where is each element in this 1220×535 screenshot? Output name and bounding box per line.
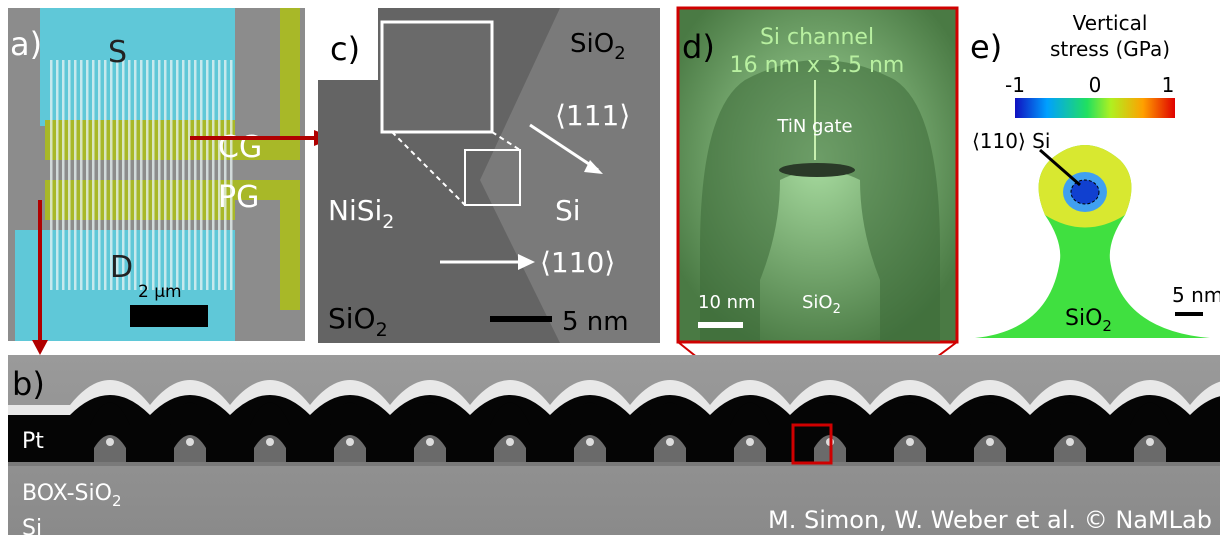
wire — [200, 60, 203, 290]
subscript: 2 — [112, 492, 122, 510]
colorbar-title: stress (GPa) — [1050, 37, 1170, 61]
orientation-label: ⟨110⟩ Si — [972, 129, 1050, 153]
subscript: 2 — [833, 302, 841, 317]
panel-label: b) — [12, 365, 45, 403]
si-label: Si — [555, 194, 581, 227]
wire — [164, 60, 167, 290]
box-edge — [8, 462, 1220, 466]
wire — [170, 60, 173, 290]
text: SiO — [328, 302, 376, 335]
direction-label: ⟨110⟩ — [540, 246, 615, 279]
wire — [92, 60, 95, 290]
wire — [50, 60, 53, 290]
wire — [62, 60, 65, 290]
wire — [146, 60, 149, 290]
panel-e: e) Vertical stress (GPa) -1 0 1 ⟨110⟩ Si… — [970, 11, 1220, 338]
source-label: S — [108, 35, 127, 70]
gate-label: TiN gate — [776, 116, 852, 137]
si-label: Si — [22, 516, 42, 535]
wire — [230, 60, 233, 290]
scale-label: 5 nm — [1172, 283, 1220, 307]
cg-label: CG — [218, 130, 262, 165]
panel-a: a) S CG PG D 2 µm — [8, 8, 334, 355]
panel-label: c) — [330, 30, 360, 68]
credit: M. Simon, W. Weber et al. © NaMLab — [768, 506, 1212, 534]
channel — [346, 438, 354, 446]
wire — [56, 60, 59, 290]
channel — [186, 438, 194, 446]
wire — [80, 60, 83, 290]
colorbar-tick: -1 — [1005, 73, 1025, 97]
colorbar — [1015, 98, 1175, 118]
figure: a) S CG PG D 2 µm c) SiO2 ⟨111⟩ NiSi2 Si… — [0, 0, 1220, 535]
scale-label: 5 nm — [562, 307, 629, 337]
wire — [212, 60, 215, 290]
wire — [194, 60, 197, 290]
colorbar-title: Vertical — [1073, 11, 1148, 35]
wire — [74, 60, 77, 290]
subscript: 2 — [614, 43, 625, 64]
wire — [176, 60, 179, 290]
text: SiO — [570, 29, 614, 59]
channel — [266, 438, 274, 446]
colorbar-tick: 1 — [1162, 73, 1175, 97]
panel-label: d) — [682, 28, 715, 66]
channel — [666, 438, 674, 446]
panel-label: a) — [10, 25, 42, 63]
channel — [746, 438, 754, 446]
scale-bar — [698, 322, 743, 328]
text: SiO — [1065, 306, 1102, 331]
wire — [134, 60, 137, 290]
panel-b: b) Pt BOX-SiO2 Si M. Simon, W. Weber et … — [8, 355, 1220, 535]
channel — [426, 438, 434, 446]
scale-bar — [490, 316, 552, 322]
colorbar-tick: 0 — [1089, 73, 1102, 97]
wire — [218, 60, 221, 290]
wire — [86, 60, 89, 290]
drain-label: D — [110, 250, 133, 285]
wire — [206, 60, 209, 290]
channel — [586, 438, 594, 446]
text: SiO — [802, 292, 833, 313]
subscript: 2 — [382, 211, 394, 233]
scale-bar — [130, 305, 208, 327]
panel-c: c) SiO2 ⟨111⟩ NiSi2 Si ⟨110⟩ SiO2 5 nm — [318, 8, 660, 343]
wire — [98, 60, 101, 290]
channel-label: Si channel — [760, 25, 874, 50]
wire — [182, 60, 185, 290]
inset — [382, 22, 492, 132]
text: BOX-SiO — [22, 481, 112, 506]
scale-label: 10 nm — [698, 292, 756, 313]
wire — [158, 60, 161, 290]
subscript: 2 — [1102, 317, 1112, 335]
channel — [506, 438, 514, 446]
channel — [906, 438, 914, 446]
si-core — [1071, 180, 1099, 204]
channel-label: 16 nm x 3.5 nm — [730, 53, 905, 78]
channel — [986, 438, 994, 446]
channel — [1066, 438, 1074, 446]
pt-label: Pt — [22, 429, 44, 454]
text: NiSi — [328, 194, 382, 227]
pg-label: PG — [218, 180, 259, 215]
wire — [224, 60, 227, 290]
box-label: BOX-SiO2 — [22, 481, 121, 510]
wire — [104, 60, 107, 290]
subscript: 2 — [376, 319, 388, 341]
panel-label: e) — [970, 28, 1002, 66]
channel — [106, 438, 114, 446]
wire — [188, 60, 191, 290]
direction-label: ⟨111⟩ — [555, 99, 630, 132]
wire — [140, 60, 143, 290]
wire — [68, 60, 71, 290]
scale-label: 2 µm — [138, 282, 182, 302]
arrow-head — [32, 340, 48, 355]
si-channel — [779, 163, 855, 177]
wire — [152, 60, 155, 290]
scale-bar — [1175, 312, 1203, 316]
channel — [1146, 438, 1154, 446]
